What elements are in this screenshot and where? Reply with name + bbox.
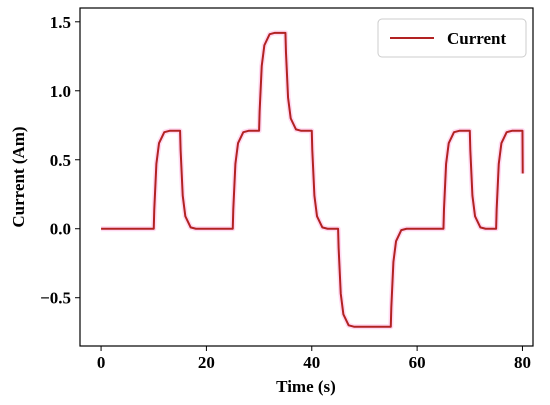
x-axis-title: Time (s) bbox=[276, 377, 336, 396]
y-tick-label: 0.0 bbox=[50, 220, 71, 239]
x-tick-label: 80 bbox=[514, 353, 531, 372]
y-tick-label: 1.0 bbox=[50, 82, 71, 101]
plot-area bbox=[79, 7, 534, 347]
x-tick-label: 20 bbox=[198, 353, 215, 372]
x-tick-label: 40 bbox=[303, 353, 320, 372]
legend: Current bbox=[377, 18, 527, 58]
x-axis: 0 20 40 60 80 bbox=[97, 346, 531, 372]
series-line-current bbox=[101, 31, 524, 328]
y-tick-label: −0.5 bbox=[40, 289, 71, 308]
x-tick-label: 60 bbox=[409, 353, 426, 372]
x-tick-label: 0 bbox=[97, 353, 106, 372]
y-tick-label: 0.5 bbox=[50, 151, 71, 170]
legend-box bbox=[377, 18, 527, 58]
legend-label-current: Current bbox=[447, 29, 507, 48]
y-axis-title: Current (Am) bbox=[9, 126, 28, 227]
series-layer bbox=[101, 30, 526, 330]
y-axis: −0.5 0.0 0.5 1.0 1.5 bbox=[40, 13, 80, 308]
y-tick-label: 1.5 bbox=[50, 13, 71, 32]
